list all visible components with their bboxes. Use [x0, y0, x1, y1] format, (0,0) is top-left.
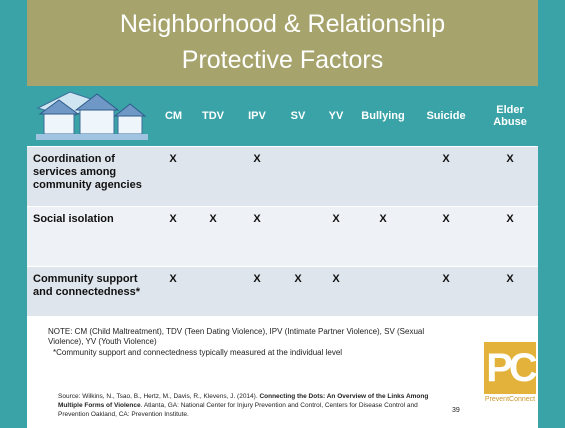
source-title: Connecting the Dots: An Overview of the … — [58, 393, 429, 409]
cell-mark: X — [169, 273, 177, 285]
title-box: Neighborhood & Relationship Protective F… — [27, 0, 538, 86]
cell-mark: X — [442, 273, 450, 285]
row-label: Coordination of services among community… — [33, 153, 142, 191]
column-header: IPV — [248, 110, 266, 122]
cell-mark: X — [253, 273, 261, 285]
source-text: . Atlanta, GA: National Center for Injur… — [58, 402, 418, 418]
table-row — [27, 206, 538, 266]
title-line: Neighborhood & Relationship — [119, 10, 446, 38]
cell-mark: X — [209, 213, 217, 225]
column-header: Elder Abuse — [493, 104, 527, 128]
cell-mark: X — [442, 153, 450, 165]
column-header: YV — [328, 110, 344, 122]
page-number: 39 — [452, 407, 460, 414]
cell-mark: X — [332, 273, 340, 285]
cell-mark: X — [442, 213, 450, 225]
row-label: Community support and connectedness* — [33, 273, 140, 298]
column-header: Suicide — [426, 110, 466, 122]
logo-name: PreventConnect — [484, 396, 536, 403]
column-header: Bullying — [361, 110, 405, 122]
cell-mark: X — [294, 273, 302, 285]
cell-mark: X — [379, 213, 387, 225]
source-text: Source: Wilkins, N., Tsao, B., Hertz, M.… — [58, 393, 260, 400]
title-line: Protective Factors — [181, 46, 384, 74]
table-row — [27, 146, 538, 206]
cell-mark: X — [506, 153, 514, 165]
cell-mark: X — [506, 273, 514, 285]
cell-mark: X — [332, 213, 340, 225]
note: *Community support and connectedness typ… — [53, 348, 343, 357]
logo-mark: PC — [484, 342, 538, 394]
row-label: Social isolation — [33, 213, 114, 225]
column-header: CM — [164, 110, 183, 122]
cell-mark: X — [506, 213, 514, 225]
cell-mark: X — [169, 153, 177, 165]
source: Source: Wilkins, N., Tsao, B., Hertz, M.… — [58, 392, 448, 419]
table-row — [27, 266, 538, 316]
cell-mark: X — [253, 153, 261, 165]
cell-mark: X — [253, 213, 261, 225]
neighborhood-icon — [36, 91, 148, 140]
column-header: TDV — [202, 110, 224, 122]
note: NOTE: CM (Child Maltreatment), TDV (Teen… — [48, 327, 425, 346]
column-header: SV — [290, 110, 306, 122]
cell-mark: X — [169, 213, 177, 225]
